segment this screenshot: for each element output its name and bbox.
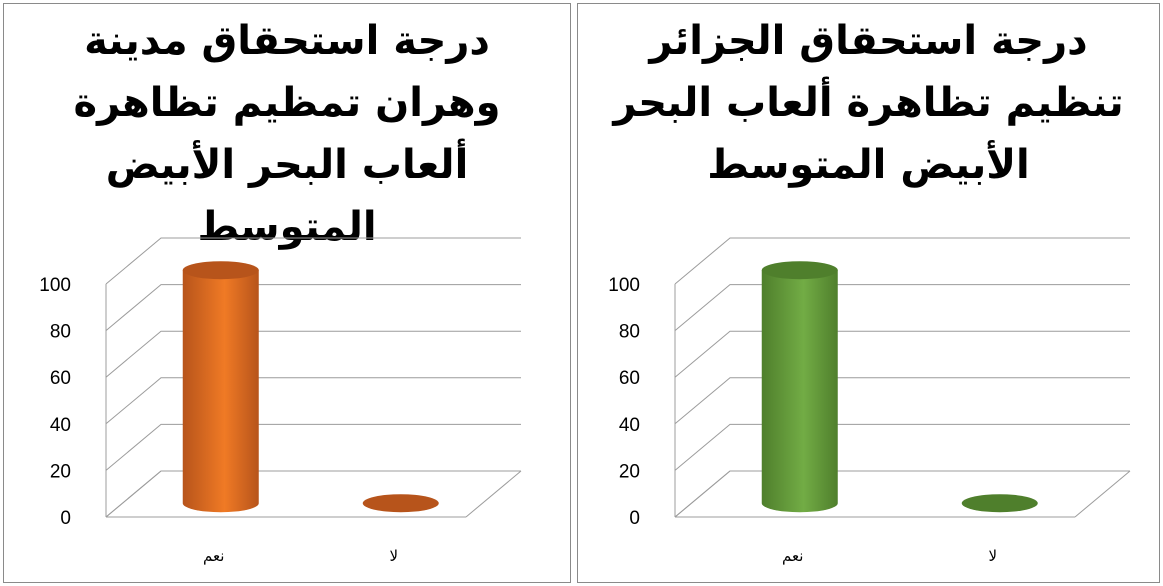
chart-panel-algeria: درجة استحقاق الجزائر تنظيم تظاهرة ألعاب … [577,3,1160,583]
category-label: نعم [203,547,224,565]
gridline [674,237,1130,285]
y-tick-label: 40 [619,415,640,436]
category-label: نعم [782,547,803,565]
gridline [105,470,521,518]
gridline [674,423,1130,471]
gridline [674,330,1130,378]
chart-title: درجة استحقاق مدينة وهران تمظيم تظاهرة أل… [73,18,501,250]
gridline [105,330,521,378]
gridline [105,284,521,331]
bar-top [182,261,259,280]
bar-base [961,494,1038,513]
y-tick-label: 80 [50,322,71,343]
gridline [105,423,521,471]
gridline [674,284,1130,331]
gridline [105,237,521,285]
bar-body [761,270,838,513]
category-label: لا [389,547,398,565]
y-tick-label: 0 [60,508,71,529]
bar-base [362,494,439,513]
floor-right-edge [465,470,522,518]
floor-right-edge [1074,470,1131,518]
gridline [105,377,521,425]
bar-1 [961,494,1038,513]
y-tick-label: 40 [50,415,71,436]
y-tick-label: 60 [50,368,71,389]
chart-title: درجة استحقاق الجزائر تنظيم تظاهرة ألعاب … [613,18,1124,188]
category-label: لا [988,547,997,565]
bar-1 [362,494,439,513]
bar-0 [761,261,838,513]
y-tick-label: 80 [619,322,640,343]
gridline [674,470,1130,518]
y-tick-label: 20 [50,461,71,482]
bar-body [182,270,259,513]
y-tick-label: 0 [629,508,640,529]
chart-plot-oran: 0 20 40 60 80 100 نعم لا [39,237,522,565]
gridline [674,377,1130,425]
bar-0 [182,261,259,513]
y-tick-label: 100 [608,275,640,296]
y-tick-label: 100 [39,275,71,296]
chart-panel-oran: درجة استحقاق مدينة وهران تمظيم تظاهرة أل… [3,3,571,583]
y-tick-label: 60 [619,368,640,389]
chart-plot-algeria: 0 20 40 60 80 100 نعم لا [608,237,1131,565]
y-tick-label: 20 [619,461,640,482]
bar-top [761,261,838,280]
